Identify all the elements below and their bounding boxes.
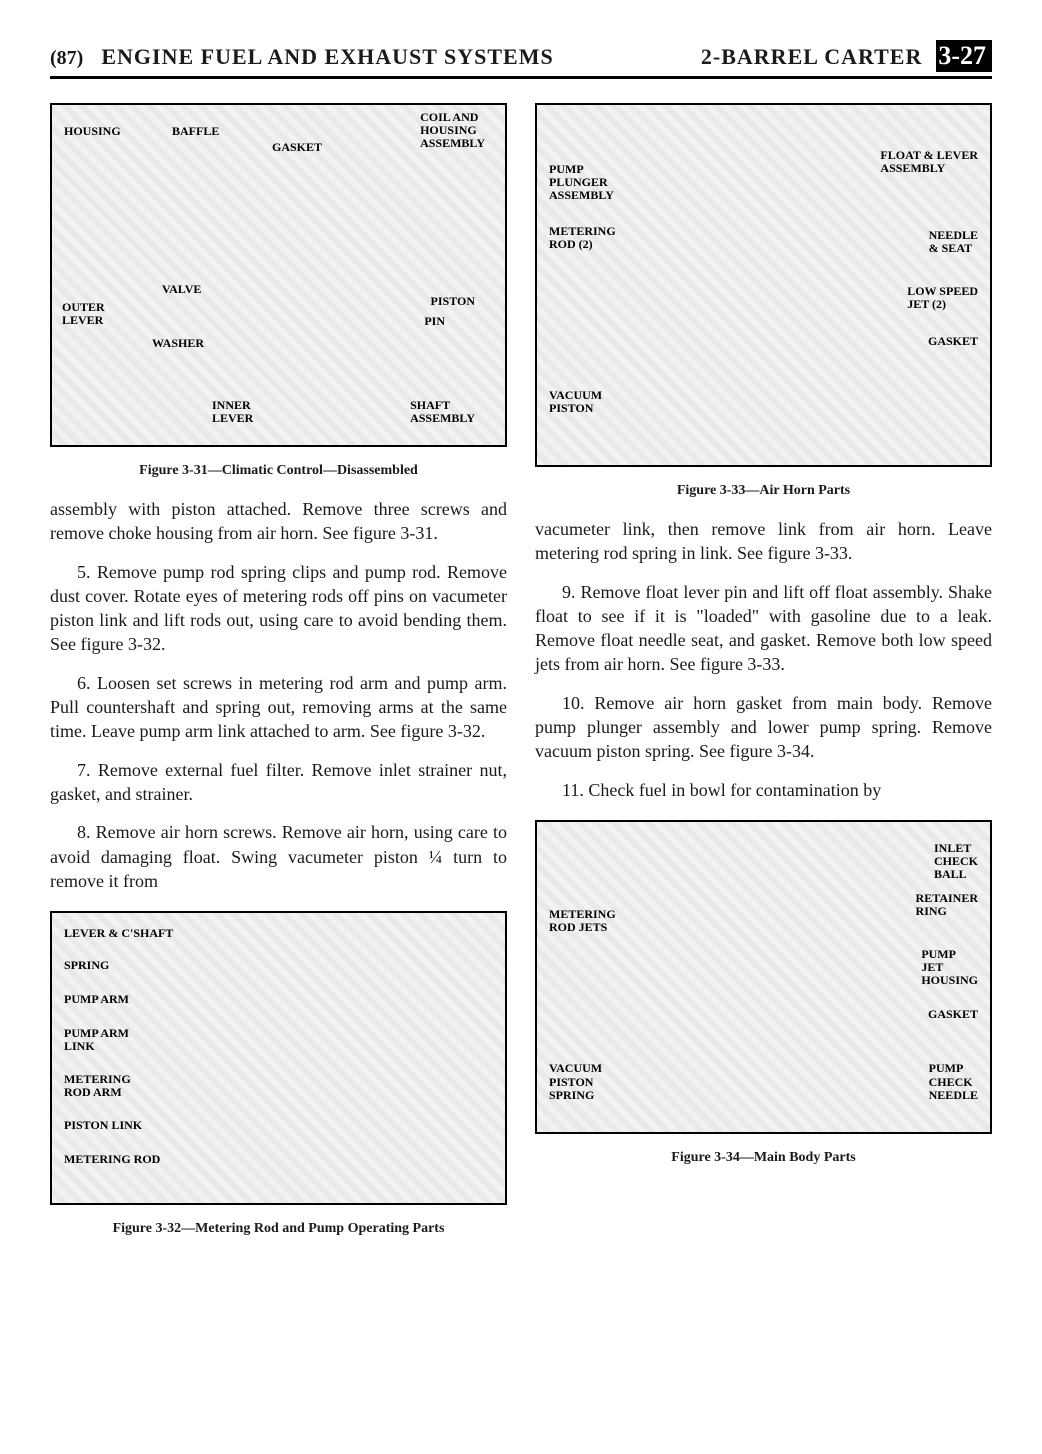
section-number: 3-27 (936, 40, 992, 72)
label-inlet-check-ball: INLET CHECK BALL (934, 842, 978, 882)
figure-3-32-caption: Figure 3-32—Metering Rod and Pump Operat… (50, 1221, 507, 1237)
paragraph-9: 9. Remove float lever pin and lift off f… (535, 580, 992, 677)
header-subtitle: 2-BARREL CARTER (701, 44, 922, 70)
paragraph-5: 5. Remove pump rod spring clips and pump… (50, 560, 507, 657)
label-washer: WASHER (152, 337, 204, 350)
figure-3-34-image: METERING ROD JETS VACUUM PISTON SPRING I… (537, 822, 990, 1132)
figure-3-33: PUMP PLUNGER ASSEMBLY METERING ROD (2) V… (535, 103, 992, 467)
label-pump-arm: PUMP ARM (64, 993, 129, 1006)
label-low-speed-jet: LOW SPEED JET (2) (907, 285, 978, 311)
figure-3-34-caption: Figure 3-34—Main Body Parts (535, 1150, 992, 1166)
label-metering-rod-2: METERING ROD (2) (549, 225, 616, 251)
label-pin: PIN (424, 315, 445, 328)
header-title: ENGINE FUEL AND EXHAUST SYSTEMS (101, 44, 553, 70)
label-pump-jet-housing: PUMP JET HOUSING (921, 948, 978, 988)
figure-3-33-caption: Figure 3-33—Air Horn Parts (535, 483, 992, 499)
label-coil-housing: COIL AND HOUSING ASSEMBLY (420, 111, 485, 151)
paragraph-assembly: assembly with piston attached. Remove th… (50, 497, 507, 546)
label-vacuum-piston: VACUUM PISTON (549, 389, 602, 415)
figure-3-31-image: HOUSING BAFFLE GASKET COIL AND HOUSING A… (52, 105, 505, 445)
figure-3-32: LEVER & C'SHAFT SPRING PUMP ARM PUMP ARM… (50, 911, 507, 1205)
label-gasket-34: GASKET (928, 1008, 978, 1021)
right-column: PUMP PLUNGER ASSEMBLY METERING ROD (2) V… (535, 103, 992, 1237)
label-piston: PISTON (431, 295, 475, 308)
figure-3-34: METERING ROD JETS VACUUM PISTON SPRING I… (535, 820, 992, 1134)
page-number-paren: (87) (50, 47, 83, 70)
paragraph-11: 11. Check fuel in bowl for contamination… (535, 778, 992, 802)
label-inner-lever: INNER LEVER (212, 399, 253, 425)
label-metering-rod-jets: METERING ROD JETS (549, 908, 616, 934)
figure-3-32-image: LEVER & C'SHAFT SPRING PUMP ARM PUMP ARM… (52, 913, 505, 1203)
label-pump-check-needle: PUMP CHECK NEEDLE (929, 1062, 978, 1102)
label-baffle: BAFFLE (172, 125, 219, 138)
content-columns: HOUSING BAFFLE GASKET COIL AND HOUSING A… (50, 103, 992, 1237)
paragraph-6: 6. Loosen set screws in metering rod arm… (50, 671, 507, 744)
figure-3-34-labels: METERING ROD JETS VACUUM PISTON SPRING I… (537, 822, 990, 1132)
paragraph-vac: vacumeter link, then remove link from ai… (535, 517, 992, 566)
label-shaft: SHAFT ASSEMBLY (410, 399, 475, 425)
label-gasket: GASKET (272, 141, 322, 154)
label-metering-rod-arm: METERING ROD ARM (64, 1073, 131, 1099)
label-gasket-33: GASKET (928, 335, 978, 348)
paragraph-8: 8. Remove air horn screws. Remove air ho… (50, 820, 507, 893)
label-pump-arm-link: PUMP ARM LINK (64, 1027, 129, 1053)
label-pump-plunger: PUMP PLUNGER ASSEMBLY (549, 163, 614, 203)
label-needle-seat: NEEDLE & SEAT (929, 229, 978, 255)
right-body-text: vacumeter link, then remove link from ai… (535, 517, 992, 816)
label-retainer-ring: RETAINER RING (916, 892, 978, 918)
label-housing: HOUSING (64, 125, 121, 138)
figure-3-33-labels: PUMP PLUNGER ASSEMBLY METERING ROD (2) V… (537, 105, 990, 465)
figure-3-31: HOUSING BAFFLE GASKET COIL AND HOUSING A… (50, 103, 507, 447)
header-right: 2-BARREL CARTER 3-27 (701, 40, 992, 72)
label-valve: VALVE (162, 283, 201, 296)
left-body-text: assembly with piston attached. Remove th… (50, 497, 507, 907)
label-metering-rod: METERING ROD (64, 1153, 160, 1166)
label-vacuum-piston-spring: VACUUM PISTON SPRING (549, 1062, 602, 1102)
left-column: HOUSING BAFFLE GASKET COIL AND HOUSING A… (50, 103, 507, 1237)
header-left: (87) ENGINE FUEL AND EXHAUST SYSTEMS (50, 44, 554, 70)
figure-3-31-labels: HOUSING BAFFLE GASKET COIL AND HOUSING A… (52, 105, 505, 445)
paragraph-10: 10. Remove air horn gasket from main bod… (535, 691, 992, 764)
label-float-lever: FLOAT & LEVER ASSEMBLY (880, 149, 978, 175)
label-spring: SPRING (64, 959, 109, 972)
figure-3-33-image: PUMP PLUNGER ASSEMBLY METERING ROD (2) V… (537, 105, 990, 465)
label-lever-cshaft: LEVER & C'SHAFT (64, 927, 173, 940)
paragraph-7: 7. Remove external fuel filter. Remove i… (50, 758, 507, 807)
page-header: (87) ENGINE FUEL AND EXHAUST SYSTEMS 2-B… (50, 40, 992, 79)
figure-3-32-labels: LEVER & C'SHAFT SPRING PUMP ARM PUMP ARM… (52, 913, 505, 1203)
label-piston-link: PISTON LINK (64, 1119, 142, 1132)
figure-3-31-caption: Figure 3-31—Climatic Control—Disassemble… (50, 463, 507, 479)
label-outer-lever: OUTER LEVER (62, 301, 105, 327)
